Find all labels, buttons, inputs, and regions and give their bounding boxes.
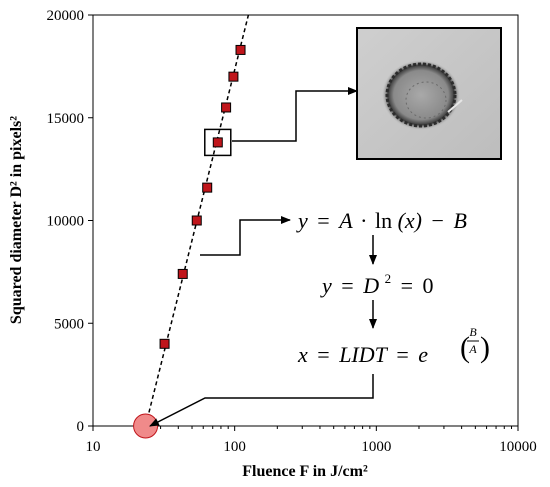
x-axis: 10 100 1000 10000 [86,426,537,455]
damage-spot-image [356,27,502,160]
equation-lidt: x = LIDT = e ( B A ) [297,325,490,367]
svg-text:): ) [480,331,490,364]
lidt-marker [133,413,159,439]
y-tick-label: 15000 [47,111,85,127]
svg-text:B: B [469,325,477,339]
highlight-box [204,128,232,157]
data-point [159,338,170,349]
x-axis-title: Fluence F in J/cm² [242,463,368,480]
data-point [221,102,232,113]
data-point [177,268,188,279]
data-point [212,137,223,148]
y-axis-title: Squared diameter D² in pixels² [8,116,25,324]
y-tick-label: 0 [77,419,85,435]
x-tick-label: 10 [86,439,101,455]
y-tick-label: 5000 [54,316,84,332]
data-point [228,71,239,82]
svg-text:A: A [468,342,477,356]
inset-connector-arrow [232,87,358,142]
data-series [159,44,246,349]
data-point [202,182,213,193]
equation-fit: y = A · ln (x) − B [296,208,467,233]
data-point [191,215,202,226]
x-tick-label: 100 [223,439,246,455]
svg-text:x = LIDT =: x = LIDT = e [297,342,428,367]
y-tick-label: 20000 [47,8,85,24]
equation-connector-arrow [200,216,291,256]
equation-zero-diameter: y = D 2 = 0 [320,263,434,298]
y-axis: 0 5000 10000 15000 20000 [47,8,93,435]
x-tick-label: 10000 [499,439,537,455]
y-tick-label: 10000 [47,214,85,230]
lidt-connector-arrow [149,374,374,427]
svg-text:(: ( [460,331,470,364]
data-point [235,44,246,55]
x-tick-label: 1000 [361,439,391,455]
